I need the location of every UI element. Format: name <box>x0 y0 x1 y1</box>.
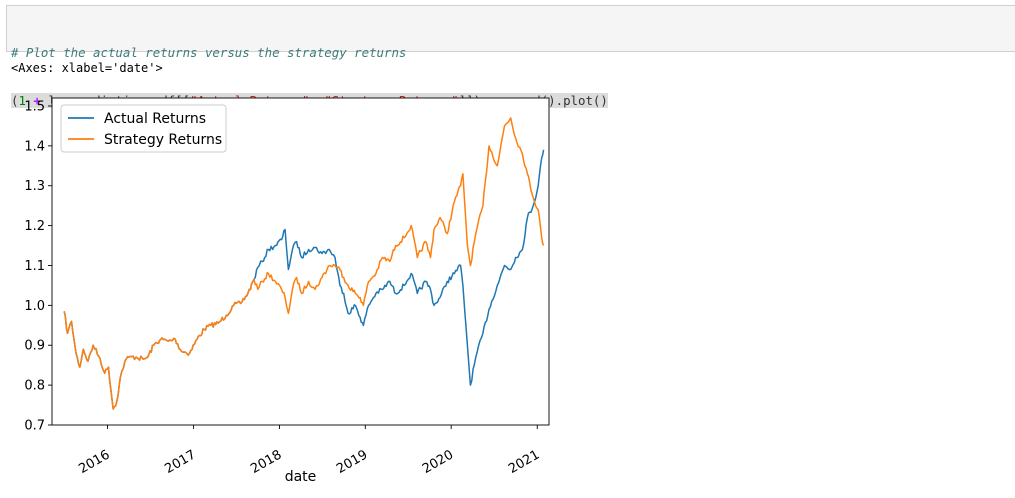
line-chart: 0.7 0.8 0.9 1.0 1.1 1.2 1.3 1.4 1.5 2016 2017 2018 2… <box>24 97 550 485</box>
x-tick-label: 2018 <box>248 447 284 477</box>
legend-entry: Strategy Returns <box>104 132 222 148</box>
y-tick-label: 1.1 <box>24 259 45 274</box>
code-token <box>25 93 34 108</box>
x-tick-label: 2019 <box>334 447 370 477</box>
code-line-comment: # Plot the actual returns versus the str… <box>11 45 1015 61</box>
legend: Actual Returns Strategy Returns <box>60 104 227 153</box>
y-tick-label: 1.3 <box>24 179 45 194</box>
x-axis-label: date <box>285 469 317 485</box>
legend-box <box>60 104 227 153</box>
series-line-strategy-returns <box>63 117 545 410</box>
y-tick-label: 0.7 <box>24 419 45 434</box>
y-tick-label: 0.8 <box>24 379 45 394</box>
y-tick-label: 0.9 <box>24 339 45 354</box>
axes-frame <box>51 97 550 426</box>
code-cell[interactable]: # Plot the actual returns versus the str… <box>6 5 1015 108</box>
cell-output-repr: <Axes: xlabel='date'> <box>11 61 163 75</box>
x-tick-label: 2016 <box>76 447 112 477</box>
series-layer <box>63 117 545 410</box>
legend-entry: Actual Returns <box>104 111 206 127</box>
x-tick-label: 2017 <box>162 447 198 477</box>
y-tick-label: 1.2 <box>24 219 45 234</box>
y-tick-label: 1.5 <box>24 99 45 114</box>
y-tick-label: 1.4 <box>24 139 45 154</box>
code-token: # Plot the actual returns versus the str… <box>11 45 407 60</box>
code-token: ( <box>11 93 19 108</box>
x-tick-label: 2021 <box>506 447 542 477</box>
code-token: 1 <box>18 93 26 108</box>
x-tick-label: 2020 <box>420 447 456 477</box>
code-token: + <box>33 93 41 108</box>
y-tick-label: 1.0 <box>24 299 45 314</box>
